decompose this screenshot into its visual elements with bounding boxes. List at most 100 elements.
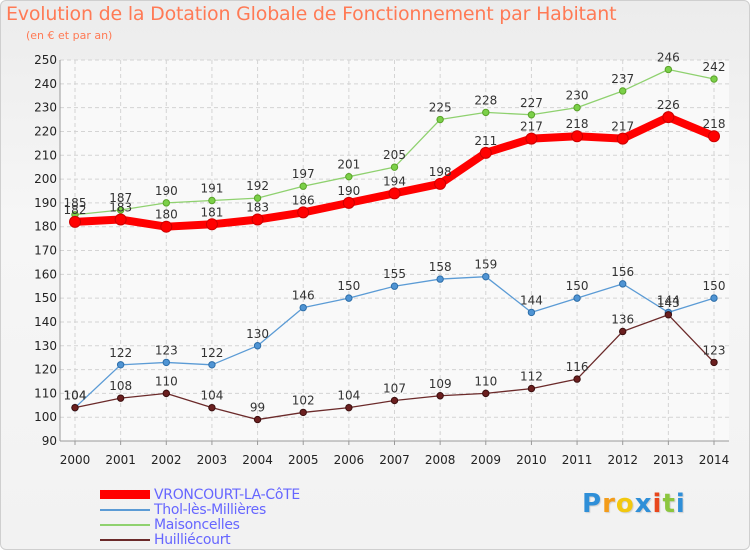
data-point-vroncourt-la-cote <box>525 132 538 145</box>
data-label-maisoncelles: 190 <box>155 184 178 198</box>
x-tick-label: 2011 <box>562 453 593 467</box>
logo-letter: r <box>602 489 616 519</box>
data-point-huilliecourt <box>619 327 627 336</box>
data-point-maisoncelles <box>116 206 125 214</box>
data-label-huilliecourt: 107 <box>383 382 406 396</box>
data-point-thol-les-millieres <box>345 294 353 302</box>
x-tick-label: 2012 <box>607 453 638 467</box>
data-label-maisoncelles: 246 <box>657 51 680 65</box>
data-label-huilliecourt: 123 <box>703 343 726 357</box>
data-label-thol-les-millieres: 144 <box>657 293 680 307</box>
data-point-huilliecourt <box>710 358 718 367</box>
data-label-huilliecourt: 116 <box>566 360 589 374</box>
y-tick-label: 210 <box>34 148 57 162</box>
data-label-thol-les-millieres: 150 <box>703 279 726 293</box>
legend: VRONCOURT-LA-CôTE Thol-lès-Millières Maiso… <box>100 487 300 548</box>
data-label-vroncourt-la-cote: 183 <box>246 201 269 215</box>
legend-label: Huilliécourt <box>154 531 231 548</box>
data-label-vroncourt-la-cote: 218 <box>703 117 726 131</box>
y-tick-label: 90 <box>42 434 57 448</box>
data-point-huilliecourt <box>71 403 79 412</box>
data-label-maisoncelles: 230 <box>566 89 589 103</box>
data-label-huilliecourt: 102 <box>292 393 315 407</box>
x-tick-label: 2008 <box>425 453 456 467</box>
chart-subtitle: (en € et par an) <box>26 29 113 42</box>
x-tick-label: 2010 <box>516 453 547 467</box>
data-label-maisoncelles: 205 <box>383 148 406 162</box>
chart-title: Evolution de la Dotation Globale de Fonc… <box>6 3 617 25</box>
data-point-thol-les-millieres <box>436 275 444 283</box>
y-tick-label: 200 <box>34 172 57 186</box>
y-tick-label: 130 <box>34 339 57 353</box>
y-tick-label: 240 <box>34 77 57 91</box>
data-label-thol-les-millieres: 150 <box>337 279 360 293</box>
data-label-thol-les-millieres: 158 <box>429 260 452 274</box>
axes: 9010011012013014015016017018019020021022… <box>34 53 729 467</box>
data-label-huilliecourt: 109 <box>429 377 452 391</box>
x-tick-label: 2002 <box>151 453 182 467</box>
data-label-maisoncelles: 237 <box>611 72 634 86</box>
data-point-thol-les-millieres <box>482 272 490 281</box>
y-tick-label: 180 <box>34 220 57 234</box>
y-tick-label: 120 <box>34 363 57 377</box>
data-label-huilliecourt: 104 <box>337 389 360 403</box>
data-label-thol-les-millieres: 144 <box>520 293 543 307</box>
data-point-maisoncelles <box>253 194 262 202</box>
y-tick-label: 160 <box>34 267 57 281</box>
grid-lines <box>60 59 729 442</box>
data-label-thol-les-millieres: 156 <box>611 265 634 279</box>
data-point-vroncourt-la-cote <box>342 196 355 209</box>
data-label-thol-les-millieres: 159 <box>474 258 497 272</box>
data-label-maisoncelles: 191 <box>200 181 223 195</box>
data-label-vroncourt-la-cote: 183 <box>109 201 132 215</box>
data-point-maisoncelles <box>208 196 216 205</box>
data-point-maisoncelles <box>710 75 718 83</box>
data-point-vroncourt-la-cote <box>662 111 675 124</box>
logo-letter: i <box>652 489 663 519</box>
data-point-huilliecourt <box>527 384 536 393</box>
y-tick-label: 250 <box>34 53 57 67</box>
x-tick-label: 2001 <box>105 453 136 467</box>
x-tick-label: 2006 <box>334 453 365 467</box>
data-label-thol-les-millieres: 104 <box>64 389 87 403</box>
data-point-vroncourt-la-cote <box>616 132 629 145</box>
data-label-maisoncelles: 185 <box>64 196 87 210</box>
data-point-vroncourt-la-cote <box>388 187 401 200</box>
data-point-huilliecourt <box>299 408 307 417</box>
x-tick-label: 2004 <box>242 453 273 467</box>
data-point-vroncourt-la-cote <box>160 220 173 233</box>
data-label-thol-les-millieres: 122 <box>200 346 223 360</box>
data-point-vroncourt-la-cote <box>297 206 310 219</box>
data-labels: 182 183 180 181 183 186 190 194 198 211 217 218 217 2… <box>64 51 726 415</box>
data-point-maisoncelles <box>345 172 353 181</box>
data-label-maisoncelles: 187 <box>109 191 132 205</box>
data-point-huilliecourt <box>345 403 353 412</box>
data-point-vroncourt-la-cote <box>251 213 264 226</box>
legend-label: Maisoncelles <box>154 516 240 533</box>
data-label-vroncourt-la-cote: 186 <box>292 193 315 207</box>
legend-swatch <box>100 523 150 526</box>
data-point-thol-les-millieres <box>527 308 536 317</box>
data-label-huilliecourt: 104 <box>64 389 87 403</box>
legend-swatch <box>100 538 150 541</box>
x-tick-label: 2000 <box>60 453 91 467</box>
data-label-maisoncelles: 228 <box>474 93 497 107</box>
logo-letter: i <box>675 489 686 519</box>
data-label-huilliecourt: 99 <box>250 401 265 415</box>
legend-label: Thol-lès-Millières <box>154 501 266 518</box>
data-label-vroncourt-la-cote: 217 <box>611 120 634 134</box>
data-label-vroncourt-la-cote: 211 <box>474 134 497 148</box>
line-chart: 9010011012013014015016017018019020021022… <box>34 51 729 467</box>
data-point-huilliecourt <box>116 394 125 402</box>
data-label-thol-les-millieres: 130 <box>246 327 269 341</box>
data-point-huilliecourt <box>482 389 490 398</box>
data-label-huilliecourt: 143 <box>657 296 680 310</box>
data-point-thol-les-millieres <box>390 282 399 290</box>
data-point-thol-les-millieres <box>710 294 718 302</box>
y-tick-label: 100 <box>34 410 57 424</box>
x-tick-label: 2003 <box>197 453 228 467</box>
legend-item: Maisoncelles <box>100 516 300 533</box>
data-point-maisoncelles <box>299 182 307 190</box>
data-point-thol-les-millieres <box>573 294 581 302</box>
data-point-maisoncelles <box>390 163 399 171</box>
